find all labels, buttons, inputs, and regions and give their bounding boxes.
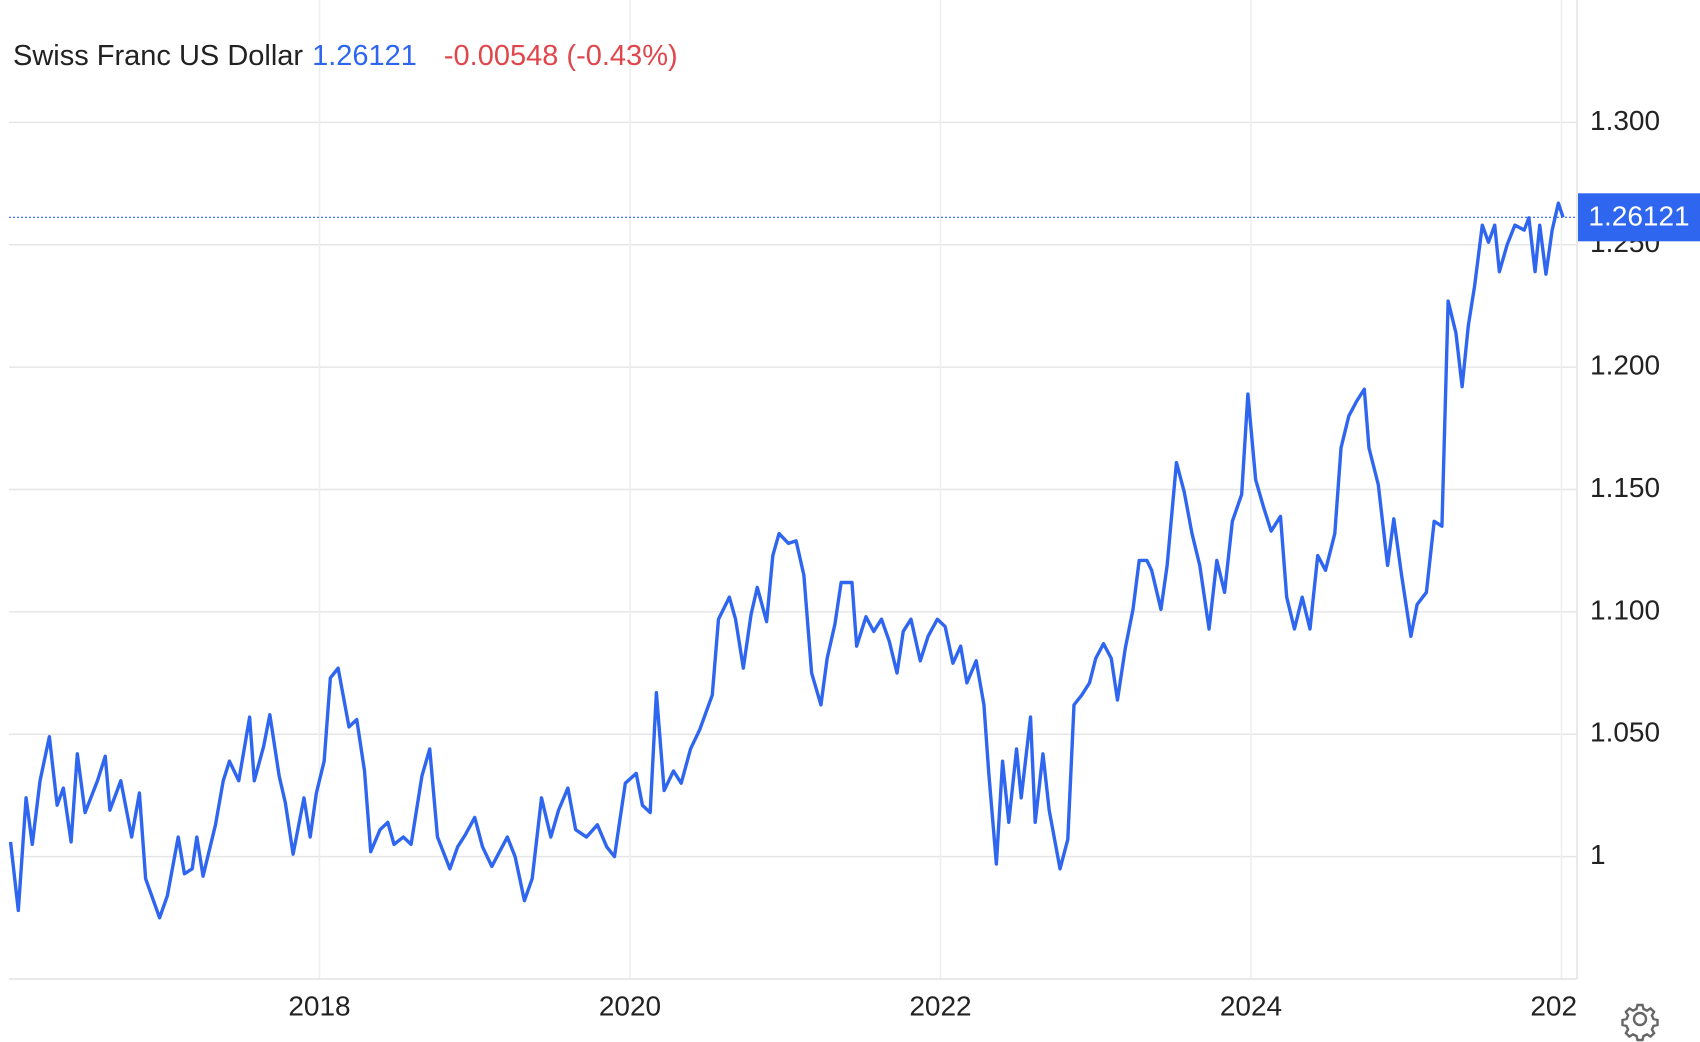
price-change: -0.00548 (-0.43%): [443, 40, 678, 72]
y-tick-label: 1.300: [1590, 105, 1660, 136]
y-tick-label: 1.100: [1590, 594, 1660, 625]
x-tick-label: 2022: [909, 990, 971, 1021]
x-tick-label: 2018: [288, 990, 350, 1021]
x-tick-label: 2020: [599, 990, 661, 1021]
instrument-title: Swiss Franc US Dollar: [13, 40, 304, 72]
header: Swiss Franc US Dollar 1.26121 -0.00548 (…: [13, 40, 678, 73]
last-price: 1.26121: [312, 40, 417, 72]
last-price-tag-label: 1.26121: [1588, 201, 1689, 232]
x-tick-label: 2026: [1530, 990, 1592, 1021]
y-tick-label: 1.150: [1590, 472, 1660, 503]
price-line: [8, 201, 1565, 920]
y-tick-label: 1.200: [1590, 350, 1660, 381]
settings-icon[interactable]: [1621, 1003, 1659, 1042]
y-tick-label: 1: [1590, 839, 1606, 870]
x-tick-label: 2024: [1220, 990, 1282, 1021]
last-price-tag: [1578, 193, 1700, 242]
y-tick-label: 1.050: [1590, 717, 1660, 748]
